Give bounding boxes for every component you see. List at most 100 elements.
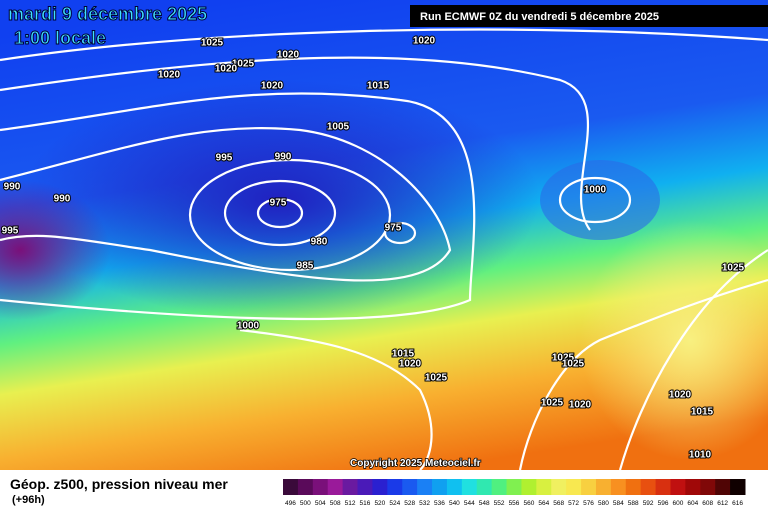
color-label: 608 bbox=[702, 500, 713, 507]
color-swatch bbox=[715, 479, 731, 495]
forecast-time: 1:00 locale bbox=[14, 28, 106, 48]
isobar-label: 1020 bbox=[261, 81, 284, 92]
color-label: 548 bbox=[479, 500, 490, 507]
color-label: 584 bbox=[613, 500, 624, 507]
color-label: 572 bbox=[568, 500, 579, 507]
isobar-label: 995 bbox=[216, 153, 233, 164]
isobar-label: 1015 bbox=[392, 349, 415, 360]
color-label: 600 bbox=[673, 500, 684, 507]
isobar-label: 990 bbox=[54, 194, 71, 205]
isobar-label: 1020 bbox=[277, 50, 300, 61]
color-label: 520 bbox=[374, 500, 385, 507]
color-swatch bbox=[417, 479, 433, 495]
color-swatch bbox=[595, 479, 612, 495]
color-swatch bbox=[402, 479, 418, 495]
copyright: Copyright 2025 Meteociel.fr bbox=[350, 458, 481, 469]
color-swatch bbox=[297, 479, 314, 495]
color-swatch bbox=[685, 479, 701, 495]
color-swatch bbox=[491, 479, 508, 495]
isobar-label: 1025 bbox=[232, 59, 255, 70]
color-swatch bbox=[536, 479, 552, 495]
isobar-label: 1020 bbox=[399, 359, 422, 370]
isobar-label: 1010 bbox=[689, 450, 712, 461]
color-swatch bbox=[342, 479, 359, 495]
color-label: 536 bbox=[434, 500, 445, 507]
isobar-label: 1005 bbox=[327, 122, 350, 133]
color-swatch bbox=[640, 479, 657, 495]
color-label: 500 bbox=[300, 500, 311, 507]
isobar-label: 1020 bbox=[413, 36, 436, 47]
isobar-label: 975 bbox=[270, 198, 287, 209]
color-swatch bbox=[655, 479, 671, 495]
color-swatch bbox=[387, 479, 403, 495]
color-swatch bbox=[610, 479, 627, 495]
isobar-label: 1025 bbox=[201, 38, 224, 49]
color-swatch bbox=[625, 479, 642, 495]
color-label: 528 bbox=[404, 500, 415, 507]
color-label: 508 bbox=[330, 500, 341, 507]
color-swatch bbox=[566, 479, 582, 495]
color-label: 512 bbox=[345, 500, 356, 507]
color-swatch bbox=[506, 479, 522, 495]
isobar-label: 980 bbox=[311, 237, 328, 248]
color-label: 540 bbox=[449, 500, 460, 507]
isobar-label: 1020 bbox=[669, 390, 692, 401]
color-label: 576 bbox=[583, 500, 594, 507]
color-label: 616 bbox=[732, 500, 743, 507]
color-swatch bbox=[521, 479, 537, 495]
isobar-label: 1000 bbox=[237, 321, 260, 332]
color-label: 580 bbox=[598, 500, 609, 507]
isobar-label: 1025 bbox=[552, 353, 575, 364]
cold-pool bbox=[540, 160, 660, 240]
run-box bbox=[410, 5, 768, 27]
isobar-label: 995 bbox=[2, 226, 19, 237]
color-label: 524 bbox=[389, 500, 400, 507]
forecast-date: mardi 9 décembre 2025 bbox=[8, 4, 207, 24]
color-label: 532 bbox=[419, 500, 430, 507]
isobar-label: 1015 bbox=[367, 81, 390, 92]
color-label: 612 bbox=[717, 500, 728, 507]
color-label: 568 bbox=[553, 500, 564, 507]
isobar-label: 1020 bbox=[569, 400, 592, 411]
isobars bbox=[0, 28, 768, 471]
color-label: 596 bbox=[658, 500, 669, 507]
color-swatch bbox=[327, 479, 344, 495]
color-label: 592 bbox=[643, 500, 654, 507]
color-swatch bbox=[476, 479, 493, 495]
isobar-label: 990 bbox=[275, 152, 292, 163]
isobar-label: 985 bbox=[297, 261, 314, 272]
isobar-label: 1020 bbox=[215, 64, 238, 75]
isobar-label: 975 bbox=[385, 223, 402, 234]
isobar-label: 1025 bbox=[562, 359, 585, 370]
color-label: 504 bbox=[315, 500, 326, 507]
color-swatch bbox=[446, 479, 463, 495]
color-swatch bbox=[312, 479, 329, 495]
color-label: 544 bbox=[464, 500, 475, 507]
isobar-label: 1000 bbox=[584, 185, 607, 196]
color-label: 604 bbox=[687, 500, 698, 507]
color-swatch bbox=[700, 479, 716, 495]
color-swatch bbox=[461, 479, 478, 495]
run-info: Run ECMWF 0Z du vendredi 5 décembre 2025 bbox=[420, 11, 659, 23]
color-swatch bbox=[670, 479, 686, 495]
color-label: 560 bbox=[523, 500, 534, 507]
color-label: 556 bbox=[509, 500, 520, 507]
lead-time: (+96h) bbox=[12, 494, 45, 506]
legend-title: Géop. z500, pression niveau mer bbox=[10, 476, 228, 492]
color-label: 516 bbox=[360, 500, 371, 507]
isobar-label: 990 bbox=[4, 182, 21, 193]
color-swatch bbox=[432, 479, 448, 495]
isobar-label: 1025 bbox=[425, 373, 448, 384]
isobar-label: 1025 bbox=[541, 398, 564, 409]
color-swatch bbox=[551, 479, 567, 495]
color-swatch bbox=[730, 479, 746, 495]
color-label: 496 bbox=[285, 500, 296, 507]
trough bbox=[0, 180, 110, 320]
color-swatch bbox=[357, 479, 373, 495]
color-label: 564 bbox=[538, 500, 549, 507]
isobar-label: 1025 bbox=[722, 263, 745, 274]
ridge bbox=[580, 220, 768, 460]
color-swatch bbox=[372, 479, 388, 495]
isobar-label: 1020 bbox=[158, 70, 181, 81]
